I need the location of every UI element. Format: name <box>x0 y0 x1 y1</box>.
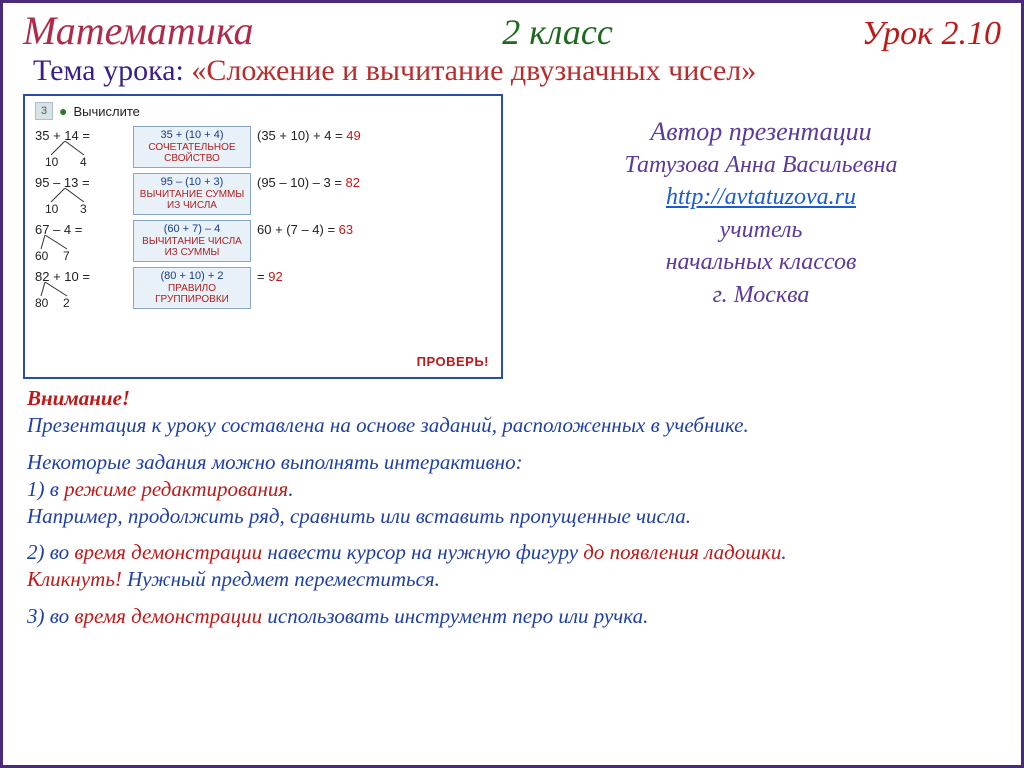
topic-label: Тема урока: <box>33 54 191 87</box>
rule-box-name: ВЫЧИТАНИЕ ЧИСЛА ИЗ СУММЫ <box>136 236 248 259</box>
exercise-row: 95 – 13 =10395 – (10 + 3)ВЫЧИТАНИЕ СУММЫ… <box>35 173 491 216</box>
note-p2b-post: . <box>288 477 293 501</box>
split-right: 3 <box>80 202 87 216</box>
rule-box: 35 + (10 + 4)СОЧЕТАТЕЛЬНОЕ СВОЙСТВО <box>133 126 251 168</box>
check-label: ПРОВЕРЬ! <box>417 354 489 369</box>
note-p3-red1: время демонстрации <box>74 540 262 564</box>
rule-box-formula: 35 + (10 + 4) <box>136 129 248 142</box>
author-name: Татузова Анна Васильевна <box>521 149 1001 181</box>
lesson-label: Урок 2.10 <box>862 15 1001 53</box>
split-left: 80 <box>35 296 48 310</box>
note-p3-pre: 2) во <box>27 540 74 564</box>
exercise-row: 35 + 14 =10435 + (10 + 4)СОЧЕТАТЕЛЬНОЕ С… <box>35 126 491 169</box>
rule-box-name: ВЫЧИТАНИЕ СУММЫ ИЗ ЧИСЛА <box>136 189 248 212</box>
author-title: Автор презентации <box>521 114 1001 149</box>
note-p4-red: время демонстрации <box>74 604 262 628</box>
split-left: 10 <box>45 155 58 169</box>
note-p3-mid: навести курсор на нужную фигуру <box>262 540 583 564</box>
row-expr: = <box>257 269 268 284</box>
note-p4-post: использовать инструмент перо или ручка. <box>262 604 648 628</box>
note-p3-post: . <box>781 540 786 564</box>
split-left: 10 <box>45 202 58 216</box>
rule-box: (60 + 7) – 4ВЫЧИТАНИЕ ЧИСЛА ИЗ СУММЫ <box>133 220 251 262</box>
exercise-row: 82 + 10 =802(80 + 10) + 2ПРАВИЛО ГРУППИР… <box>35 267 491 310</box>
rule-box-name: СОЧЕТАТЕЛЬНОЕ СВОЙСТВО <box>136 142 248 165</box>
split-right: 2 <box>63 296 70 310</box>
exercise-row: 67 – 4 =607(60 + 7) – 4ВЫЧИТАНИЕ ЧИСЛА И… <box>35 220 491 263</box>
rule-box: 95 – (10 + 3)ВЫЧИТАНИЕ СУММЫ ИЗ ЧИСЛА <box>133 173 251 215</box>
number-split: 10 3 <box>35 190 120 216</box>
author-role-2: начальных классов <box>521 246 1001 278</box>
notes-block: Внимание! Презентация к уроку составлена… <box>3 379 1021 630</box>
subject-title: Математика <box>23 7 254 54</box>
note-p3b-red: Кликнуть! <box>27 567 122 591</box>
rule-box-formula: (80 + 10) + 2 <box>136 270 248 283</box>
number-split: 10 4 <box>35 143 120 169</box>
note-p3b-rest: Нужный предмет переместиться. <box>122 567 440 591</box>
task-number-box: 3 <box>35 102 53 120</box>
rule-box: (80 + 10) + 2ПРАВИЛО ГРУППИРОВКИ <box>133 267 251 309</box>
number-split: 80 2 <box>35 284 120 310</box>
row-after: 60 + (7 – 4) = 63 <box>257 220 353 237</box>
row-answer: 92 <box>268 269 282 284</box>
note-p2c: Например, продолжить ряд, сравнить или в… <box>27 504 691 528</box>
topic-line: Тема урока: «Сложение и вычитание двузна… <box>3 54 1021 94</box>
note-p3-red2: до появления ладошки <box>583 540 781 564</box>
row-answer: 63 <box>339 222 353 237</box>
author-block: Автор презентации Татузова Анна Васильев… <box>521 94 1001 379</box>
attention-label: Внимание! <box>27 386 130 410</box>
author-role-1: учитель <box>521 214 1001 246</box>
topic-text: «Сложение и вычитание двузначных чисел» <box>191 54 756 87</box>
note-p4-pre: 3) во <box>27 604 74 628</box>
split-right: 4 <box>80 155 87 169</box>
rule-box-formula: (60 + 7) – 4 <box>136 223 248 236</box>
exercise-figure: 3 ● Вычислите 35 + 14 =10435 + (10 + 4)С… <box>23 94 503 379</box>
note-p2b-pre: 1) в <box>27 477 64 501</box>
row-answer: 82 <box>346 175 360 190</box>
row-expr: 60 + (7 – 4) = <box>257 222 339 237</box>
split-left: 60 <box>35 249 48 263</box>
row-after: = 92 <box>257 267 283 284</box>
number-split: 60 7 <box>35 237 120 263</box>
row-after: (95 – 10) – 3 = 82 <box>257 173 360 190</box>
task-label: Вычислите <box>73 104 139 119</box>
rule-box-name: ПРАВИЛО ГРУППИРОВКИ <box>136 283 248 306</box>
row-answer: 49 <box>346 128 360 143</box>
row-expr: (35 + 10) + 4 = <box>257 128 346 143</box>
grade-label: 2 класс <box>502 11 613 53</box>
row-expr: (95 – 10) – 3 = <box>257 175 346 190</box>
note-p2a: Некоторые задания можно выполнять интера… <box>27 450 523 474</box>
note-p1: Презентация к уроку составлена на основе… <box>27 413 749 437</box>
row-after: (35 + 10) + 4 = 49 <box>257 126 361 143</box>
note-p2b-red: режиме редактирования <box>64 477 288 501</box>
split-right: 7 <box>63 249 70 263</box>
rule-box-formula: 95 – (10 + 3) <box>136 176 248 189</box>
author-city: г. Москва <box>521 279 1001 311</box>
author-link[interactable]: http://avtatuzova.ru <box>666 184 856 210</box>
